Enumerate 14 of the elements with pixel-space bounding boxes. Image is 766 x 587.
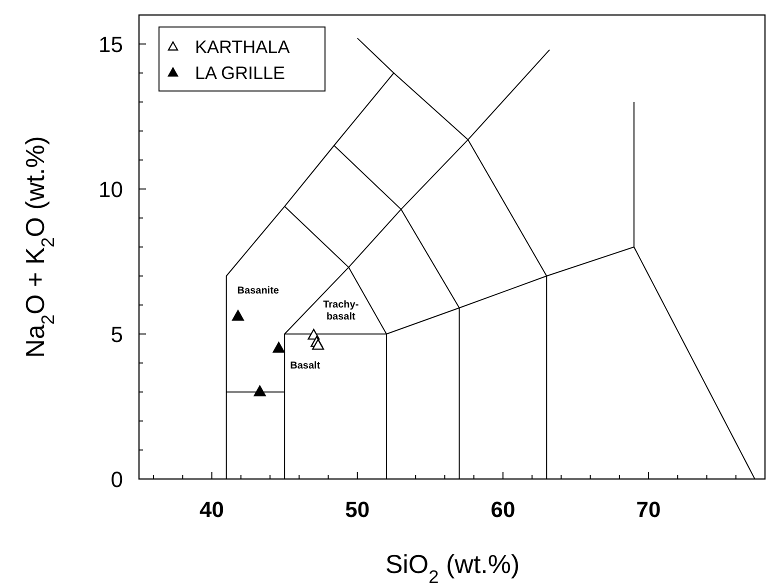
legend-label: KARTHALA xyxy=(195,37,290,57)
y-tick-label: 10 xyxy=(98,177,123,202)
x-axis-title: SiO$_{2}$ (wt.%) xyxy=(385,549,520,587)
x-tick-label: 60 xyxy=(490,497,516,522)
legend-label: LA GRILLE xyxy=(195,63,286,83)
annotation: Basalt xyxy=(290,360,321,372)
annotation: Trachy- basalt xyxy=(323,299,359,322)
x-tick-label: 50 xyxy=(345,497,370,522)
y-tick-label: 0 xyxy=(110,467,123,492)
annotation: Basanite xyxy=(237,285,280,296)
x-tick-label: 40 xyxy=(200,497,224,522)
y-tick-label: 5 xyxy=(110,322,123,347)
x-tick-label: 70 xyxy=(636,497,661,522)
y-tick-label: 15 xyxy=(98,32,123,57)
